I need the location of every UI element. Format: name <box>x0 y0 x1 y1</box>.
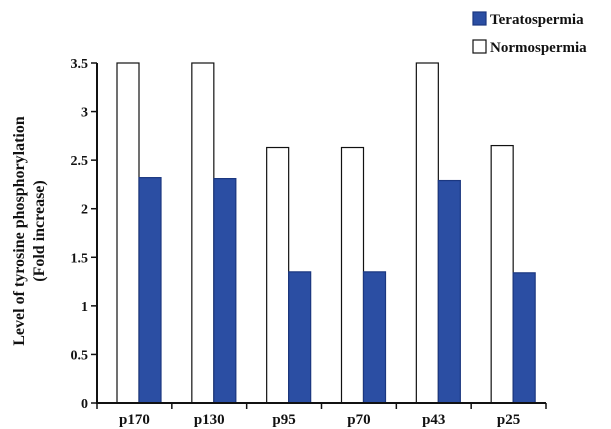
normospermia-legend-swatch <box>472 39 487 54</box>
normospermia-bar-p43 <box>415 62 439 404</box>
x-category-label: p130 <box>194 412 225 428</box>
normospermia-bar-p25 <box>490 144 514 404</box>
normospermia-bar-p130 <box>191 62 215 404</box>
normospermia-bar-p70 <box>340 146 365 404</box>
teratospermia-bar-p130 <box>213 178 237 404</box>
teratospermia-bar-p170 <box>138 177 162 404</box>
teratospermia-legend-label: Teratospermia <box>490 12 584 28</box>
x-category-label: p95 <box>272 412 295 428</box>
x-category-label: p70 <box>347 412 370 428</box>
y-tick-label: 2 <box>81 203 88 218</box>
normospermia-legend-label: Normospermia <box>490 40 587 56</box>
teratospermia-bar-p70 <box>362 271 387 404</box>
y-axis-title: Level of tyrosine phosphorylation (Fold … <box>11 116 48 346</box>
y-axis-title-line1: Level of tyrosine phosphorylation <box>11 116 28 346</box>
x-axis-ticks: p170 p130 p95 p70 p43 p25 <box>96 403 547 428</box>
y-tick-label: 0.5 <box>71 348 89 363</box>
x-category-label: p43 <box>422 412 445 428</box>
x-category-label: p25 <box>497 412 520 428</box>
y-tick-label: 3 <box>81 106 88 121</box>
y-tick-label: 3.5 <box>71 57 89 72</box>
normospermia-bar-p170 <box>116 62 140 404</box>
y-axis-title-line2: (Fold increase) <box>31 180 48 281</box>
y-tick-label: 0 <box>81 397 88 412</box>
teratospermia-legend-swatch <box>472 11 487 26</box>
teratospermia-bar-p95 <box>288 271 312 404</box>
normospermia-bar-p95 <box>266 146 290 404</box>
y-tick-label: 2.5 <box>71 154 89 169</box>
y-axis-ticks: 0 0.5 1 1.5 2 2.5 3 3.5 <box>71 57 97 412</box>
teratospermia-bar-p25 <box>512 272 536 404</box>
y-tick-label: 1.5 <box>71 251 89 266</box>
y-tick-label: 1 <box>81 300 88 315</box>
bars <box>116 62 536 404</box>
x-category-label: p170 <box>119 412 150 428</box>
legend: Teratospermia Normospermia <box>472 11 587 56</box>
teratospermia-bar-p43 <box>437 179 461 404</box>
